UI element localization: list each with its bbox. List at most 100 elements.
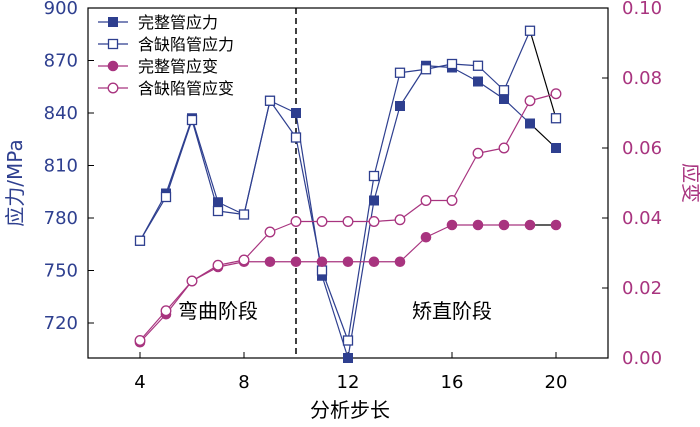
series-line-segment [347,175,375,341]
data-point [395,101,405,111]
data-point [290,256,302,268]
legend-label: 含缺陷管应力 [138,35,234,54]
y-right-tick-label: 0.08 [622,68,662,89]
y-right-tick-label: 0.06 [622,138,662,159]
y-right-axis-title: 应变 [679,163,700,203]
data-point [342,256,354,268]
series-line-segment [165,118,193,194]
data-point [160,305,172,317]
data-point [420,231,432,243]
stage-label: 弯曲阶段 [178,299,258,323]
data-point [238,254,250,266]
series-line-segment [529,30,557,119]
data-point [550,113,562,124]
data-point [498,142,510,154]
data-point [316,265,328,276]
y-left-tick-label: 810 [44,156,78,177]
data-point [473,76,483,87]
data-point [186,275,198,287]
series-line-segment [243,100,271,215]
data-point [369,195,379,206]
y-left-tick-label: 900 [44,0,78,19]
x-tick-label: 16 [441,372,464,393]
series-line-segment [165,280,193,312]
legend-label: 完整管应变 [138,57,218,76]
y-right-tick-label: 0.02 [622,278,662,299]
legend-label: 完整管应力 [138,13,218,32]
data-point [342,216,354,227]
y-left-tick-label: 720 [44,313,78,334]
data-point [264,226,276,238]
legend-marker [107,82,119,94]
data-point [446,195,458,206]
data-point [550,88,562,100]
y-left-tick-label: 750 [44,261,78,282]
series-line-segment [451,152,479,201]
data-point [316,216,328,227]
data-point [394,256,406,268]
data-point [446,219,458,231]
y-left-tick-label: 870 [44,51,78,72]
data-point [394,67,406,78]
data-point [212,259,224,271]
series-line-segment [191,119,219,212]
data-point [525,118,535,129]
data-point [550,219,562,231]
data-point [160,191,172,203]
y-left-tick-label: 840 [44,103,78,124]
x-tick-label: 8 [238,372,249,393]
series-line-segment [165,119,193,198]
data-point [368,256,380,268]
data-point [524,219,536,231]
data-point [238,209,250,220]
data-point [134,235,146,246]
data-point [212,205,224,217]
data-point [368,170,380,182]
series-line-segment [373,105,401,201]
y-left-axis-title: 应力/MPa [3,139,27,226]
series-line-segment [269,100,297,138]
legend-marker [107,38,119,50]
x-tick-label: 4 [134,372,145,393]
series-group [134,219,562,348]
data-point [498,219,510,231]
series-line-segment [321,275,349,359]
data-point [472,147,484,159]
data-point [134,335,146,346]
data-point [291,108,301,118]
x-tick-label: 20 [545,372,568,393]
series-line-segment [503,100,531,149]
data-point [316,256,328,268]
data-point [420,64,432,75]
series-line-segment [373,72,401,177]
y-right-tick-label: 0.10 [622,0,662,19]
series-line-segment [503,30,531,91]
data-point [264,256,276,268]
data-point [186,114,198,126]
data-point [551,143,561,153]
data-point [420,195,432,206]
data-point [394,214,406,226]
legend-marker [107,60,119,72]
y-right-tick-label: 0.00 [622,348,662,369]
y-left-tick-label: 780 [44,208,78,229]
data-point [472,60,484,71]
series-line-segment [243,231,271,261]
data-point [472,219,484,231]
x-tick-label: 12 [337,372,360,393]
data-point [499,94,509,104]
y-right-tick-label: 0.04 [622,208,662,229]
series-group [134,25,562,346]
data-point [368,216,380,227]
legend-marker [108,17,118,27]
data-point [343,353,353,363]
series-line-segment [139,196,167,242]
series-line-segment [139,310,167,341]
series-line-segment [191,118,219,203]
series-line-segment [295,137,323,271]
data-point [342,335,354,346]
data-point [524,95,536,107]
data-point [446,58,458,70]
